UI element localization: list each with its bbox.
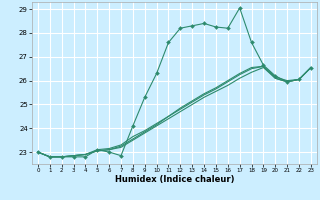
X-axis label: Humidex (Indice chaleur): Humidex (Indice chaleur) bbox=[115, 175, 234, 184]
